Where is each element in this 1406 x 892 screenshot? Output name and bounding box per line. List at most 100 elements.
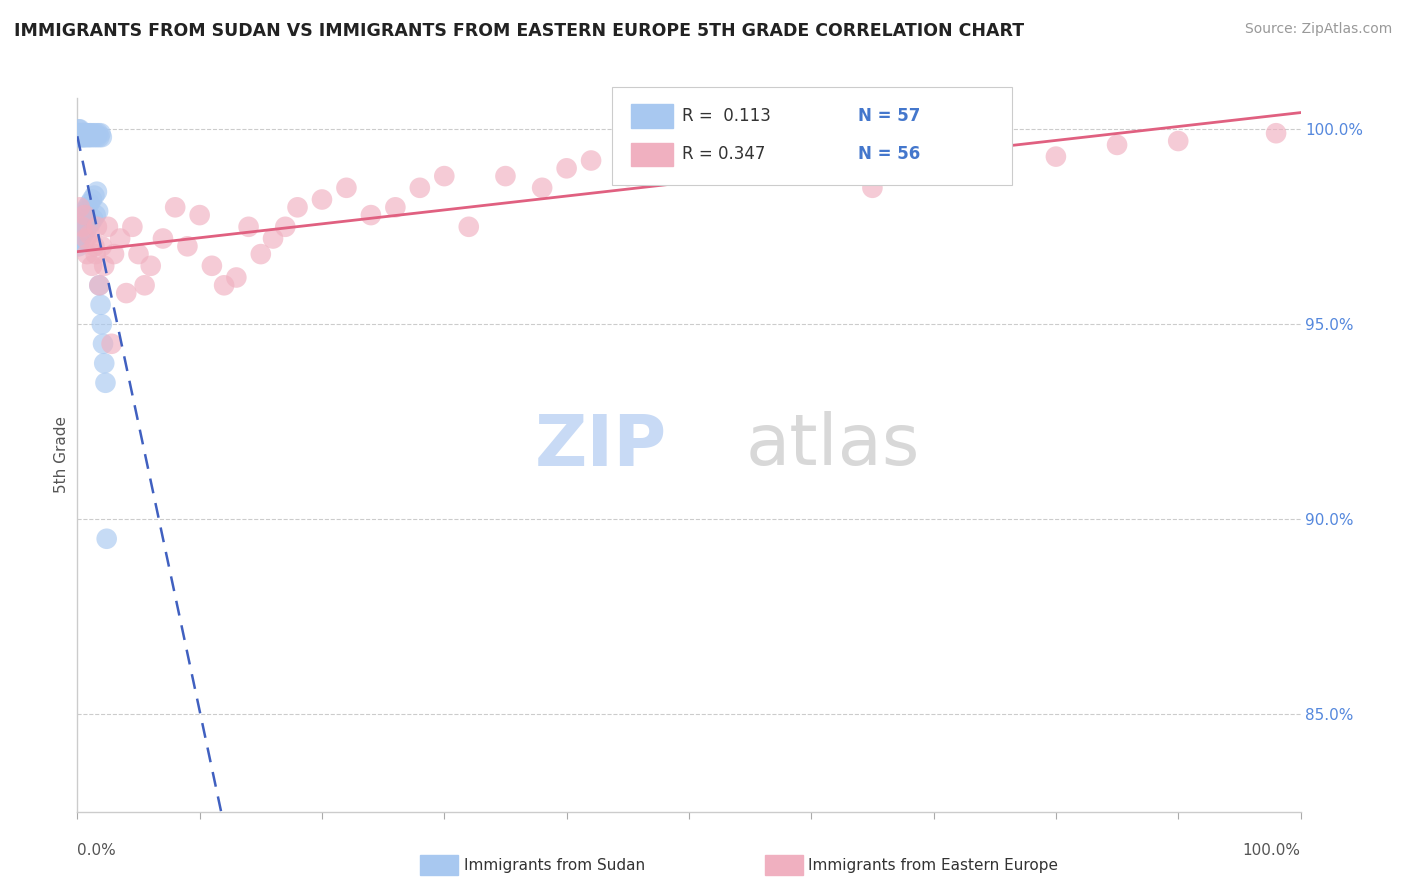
Point xyxy=(77,130,100,145)
Point xyxy=(212,278,235,293)
Point xyxy=(72,130,94,145)
Point xyxy=(90,130,112,145)
Point xyxy=(69,216,91,230)
Point xyxy=(115,286,138,301)
Point xyxy=(93,259,115,273)
Point xyxy=(70,126,93,140)
Point xyxy=(82,212,104,227)
Point xyxy=(360,208,382,222)
Point xyxy=(67,239,90,253)
Point xyxy=(69,126,91,140)
Point xyxy=(67,122,90,136)
Point xyxy=(70,130,93,145)
Point xyxy=(79,130,101,145)
Point xyxy=(80,193,103,207)
Point xyxy=(86,219,108,234)
Point xyxy=(70,130,93,145)
Point xyxy=(86,130,108,145)
Point xyxy=(201,259,224,273)
Point xyxy=(238,219,260,234)
Point xyxy=(77,219,100,234)
Point xyxy=(82,126,104,140)
Point xyxy=(79,196,101,211)
Point xyxy=(76,200,98,214)
Point xyxy=(262,231,284,245)
Point xyxy=(984,150,1007,164)
Point xyxy=(108,231,131,245)
Point xyxy=(287,200,309,214)
Point xyxy=(69,130,91,145)
Point xyxy=(134,278,156,293)
Point xyxy=(84,247,107,261)
Point xyxy=(67,126,90,140)
Point xyxy=(73,126,96,140)
Point xyxy=(90,298,112,312)
Point xyxy=(128,247,150,261)
Point xyxy=(80,126,103,140)
Point xyxy=(90,239,112,253)
Point xyxy=(409,181,432,195)
Point xyxy=(862,181,884,195)
Point xyxy=(73,204,96,219)
Text: IMMIGRANTS FROM SUDAN VS IMMIGRANTS FROM EASTERN EUROPE 5TH GRADE CORRELATION CH: IMMIGRANTS FROM SUDAN VS IMMIGRANTS FROM… xyxy=(14,22,1024,40)
Point xyxy=(84,126,107,140)
Point xyxy=(80,259,103,273)
Point xyxy=(225,270,247,285)
Point xyxy=(250,247,273,261)
Point xyxy=(152,231,174,245)
Point xyxy=(70,208,93,222)
Text: ZIP: ZIP xyxy=(534,411,666,481)
Point xyxy=(800,153,823,168)
Point xyxy=(176,239,198,253)
Point xyxy=(90,318,112,332)
Point xyxy=(579,153,602,168)
Point xyxy=(617,169,640,183)
Point xyxy=(1045,150,1067,164)
Point xyxy=(67,130,90,145)
Point xyxy=(495,169,517,183)
Point xyxy=(1265,126,1288,140)
Point xyxy=(75,224,97,238)
Point xyxy=(311,193,333,207)
Text: 0.0%: 0.0% xyxy=(77,843,117,858)
Point xyxy=(433,169,456,183)
Text: Immigrants from Sudan: Immigrants from Sudan xyxy=(464,858,645,872)
Point xyxy=(274,219,297,234)
Point xyxy=(100,336,122,351)
Text: atlas: atlas xyxy=(745,411,920,481)
Point xyxy=(91,336,114,351)
Point xyxy=(84,208,107,222)
Point xyxy=(70,219,93,234)
Point xyxy=(75,130,97,145)
Point xyxy=(86,185,108,199)
Point xyxy=(79,126,101,140)
Y-axis label: 5th Grade: 5th Grade xyxy=(53,417,69,493)
Point xyxy=(72,126,94,140)
Point xyxy=(531,181,554,195)
Point xyxy=(76,247,98,261)
Point xyxy=(72,227,94,242)
Point xyxy=(79,227,101,242)
Point xyxy=(69,200,91,214)
Point xyxy=(96,532,118,546)
Point xyxy=(83,188,105,202)
Point xyxy=(87,204,110,219)
Point xyxy=(1107,137,1129,152)
Point xyxy=(139,259,162,273)
Text: R = 0.347: R = 0.347 xyxy=(682,145,765,163)
Point xyxy=(922,142,945,156)
Point xyxy=(70,212,93,227)
Point xyxy=(80,216,103,230)
Point xyxy=(740,150,762,164)
Point xyxy=(555,161,578,176)
Point xyxy=(69,122,91,136)
Point xyxy=(67,219,90,234)
Point xyxy=(89,278,111,293)
Point xyxy=(87,126,110,140)
Point xyxy=(89,278,111,293)
Point xyxy=(70,126,93,140)
Point xyxy=(75,126,97,140)
Point xyxy=(121,219,143,234)
Text: Immigrants from Eastern Europe: Immigrants from Eastern Europe xyxy=(808,858,1059,872)
Point xyxy=(384,200,406,214)
